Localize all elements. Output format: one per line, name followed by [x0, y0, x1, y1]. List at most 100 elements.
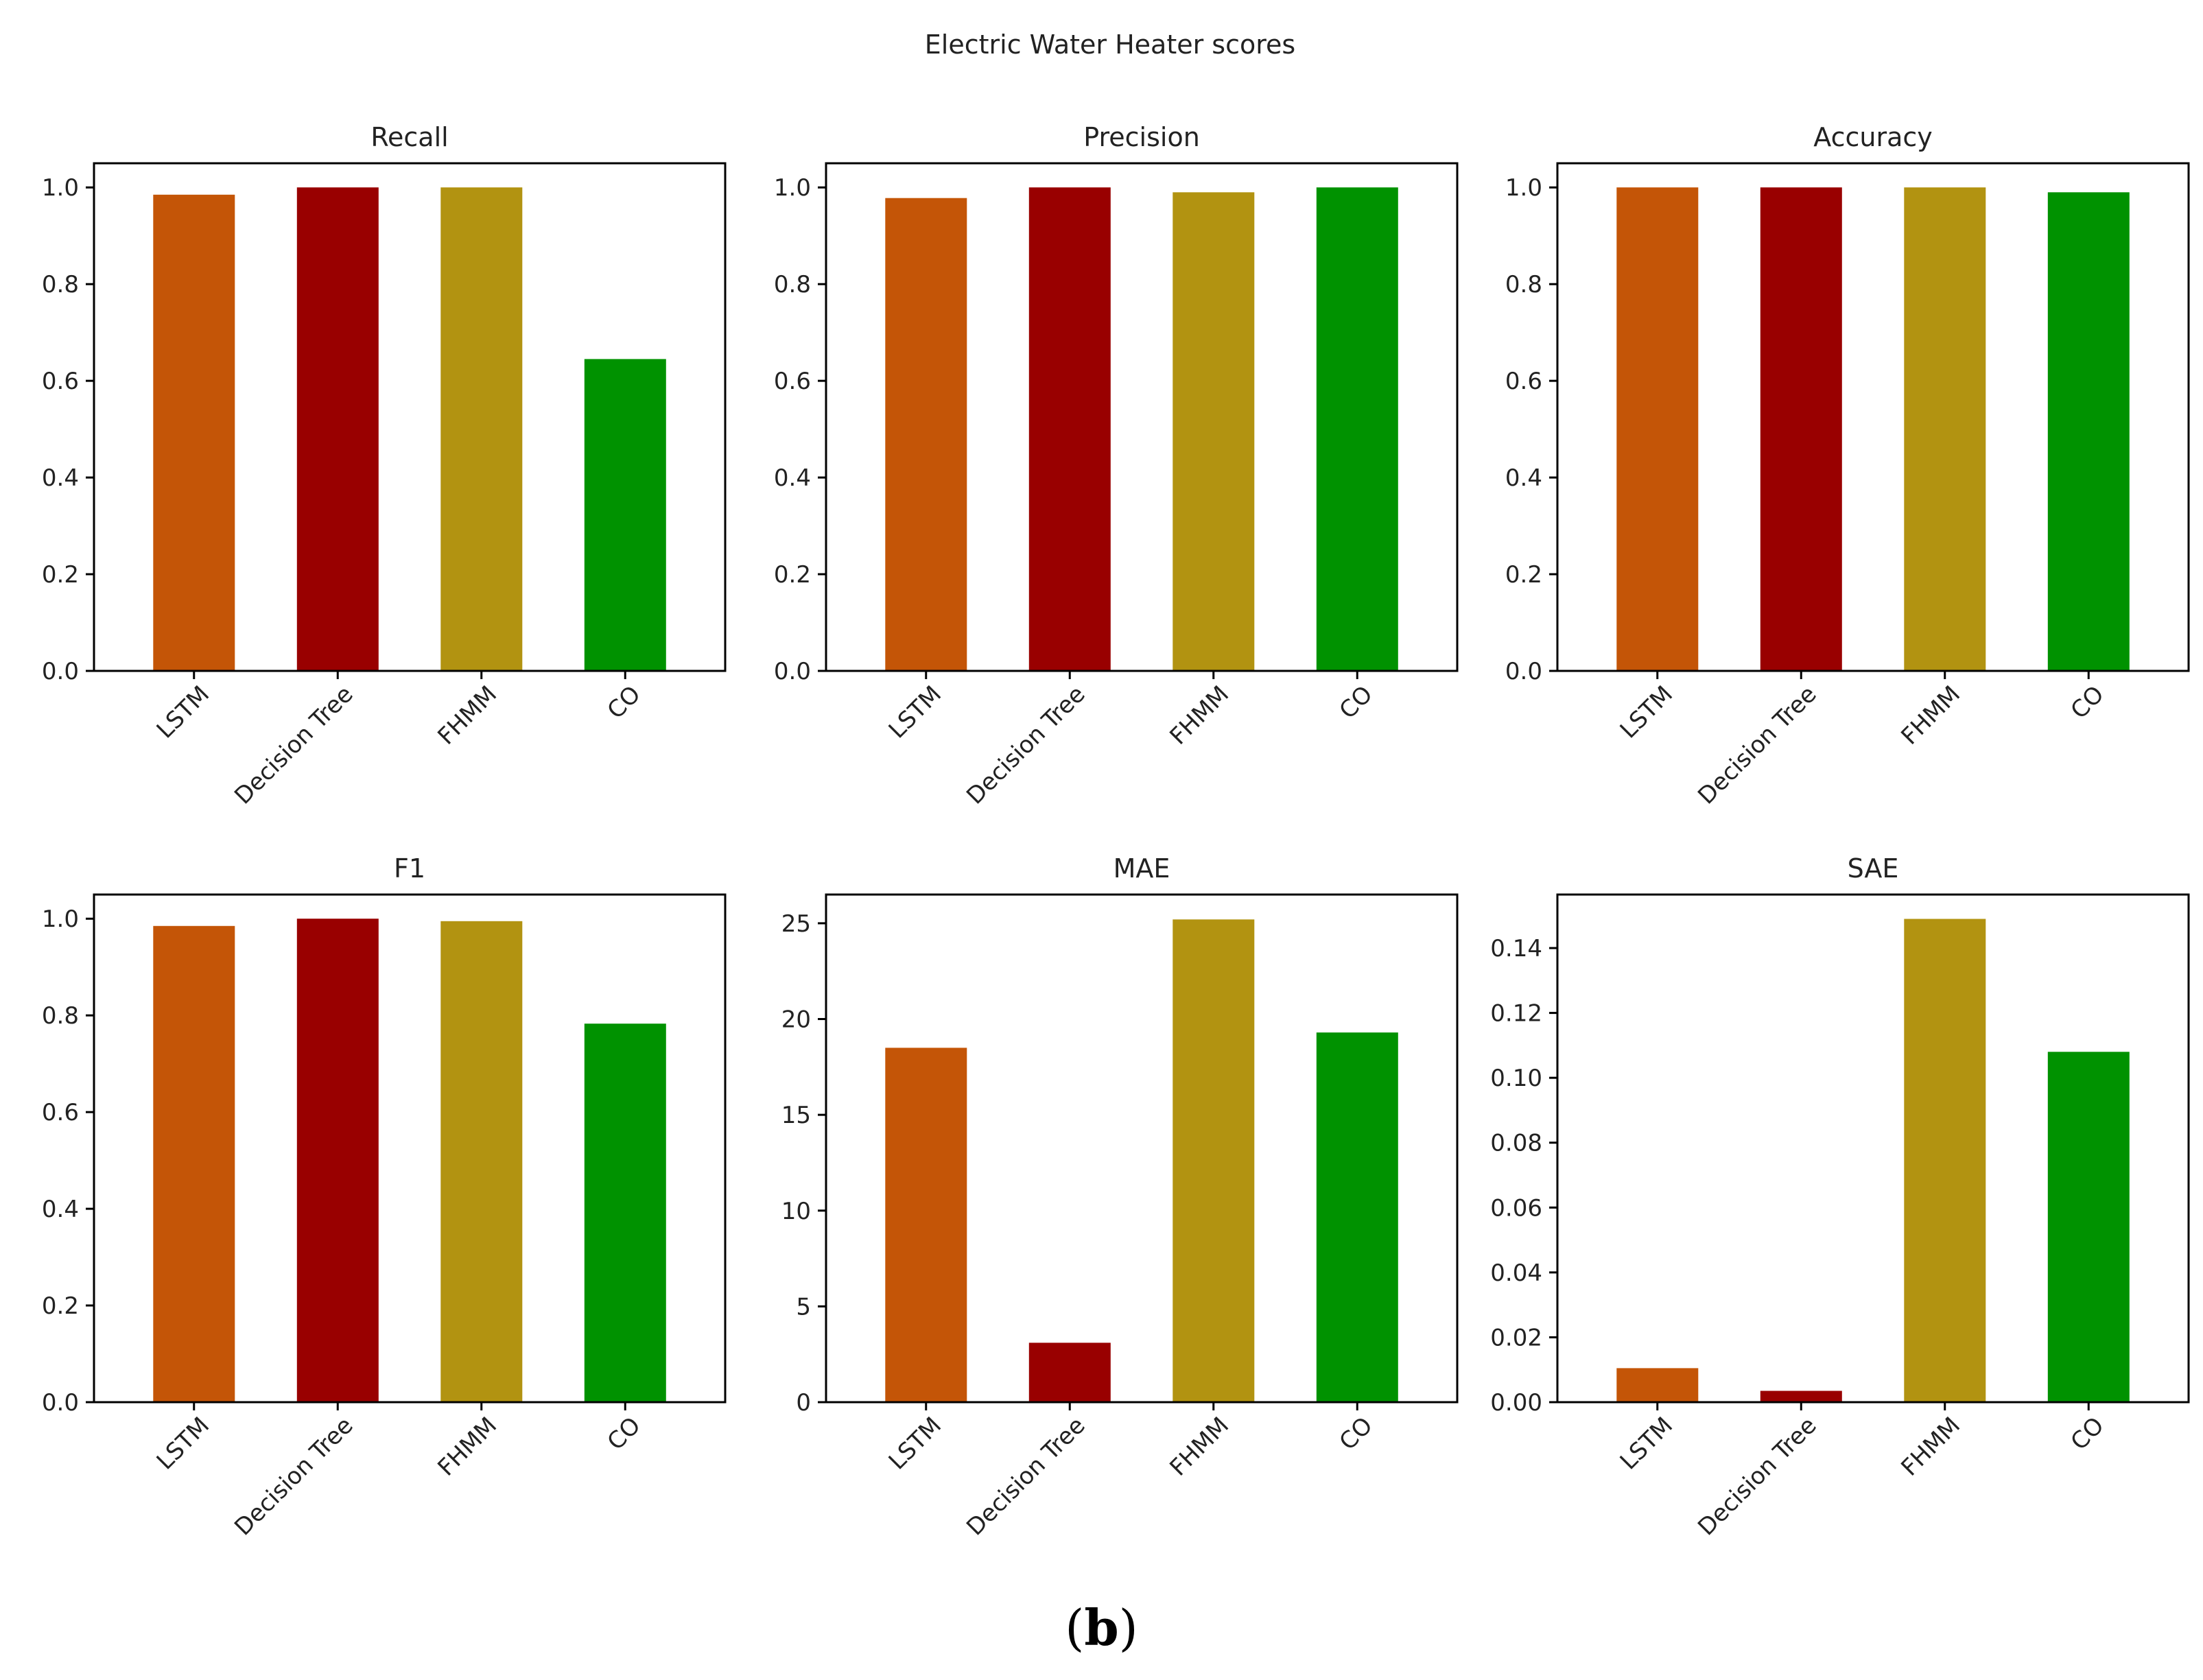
- recall-bar-co: [584, 359, 666, 671]
- accuracy-bar-decision-tree: [1760, 187, 1842, 671]
- mae-bar-lstm: [885, 1048, 967, 1402]
- precision-ytick-label: 0.8: [774, 271, 811, 298]
- sae-xtick-label-fhmm: FHMM: [1896, 1412, 1966, 1482]
- sae-title: SAE: [1848, 853, 1899, 884]
- accuracy-xtick-label-co: CO: [2066, 681, 2110, 724]
- precision-ytick-label: 0.6: [774, 368, 811, 395]
- f1-bar-co: [584, 1024, 666, 1402]
- f1-ytick-label: 0.6: [42, 1099, 79, 1126]
- sae-ytick-label: 0.12: [1490, 1000, 1542, 1028]
- recall-bar-decision-tree: [296, 187, 379, 671]
- accuracy-bar-lstm: [1616, 187, 1699, 671]
- recall-ytick-label: 1.0: [42, 174, 79, 202]
- sae-bar-co: [2047, 1052, 2130, 1402]
- recall-ytick-label: 0.4: [42, 464, 79, 492]
- f1-ytick-label: 0.0: [42, 1389, 79, 1417]
- figure-caption: (b): [0, 1598, 2203, 1657]
- mae-bar-fhmm: [1173, 919, 1255, 1402]
- f1-bar-decision-tree: [296, 919, 379, 1402]
- accuracy-ytick-label: 0.0: [1505, 658, 1542, 685]
- sae-ytick-label: 0.08: [1490, 1130, 1542, 1157]
- sae-xtick-label-lstm: LSTM: [1615, 1412, 1678, 1475]
- f1-ytick-label: 0.2: [42, 1292, 79, 1320]
- f1-xtick-label-decision-tree: Decision Tree: [229, 1412, 358, 1541]
- f1-bar-lstm: [153, 925, 235, 1402]
- mae-xtick-label-co: CO: [1334, 1412, 1378, 1456]
- f1-ytick-label: 1.0: [42, 906, 79, 933]
- recall-xtick-label-decision-tree: Decision Tree: [229, 681, 358, 809]
- chart-accuracy: Accuracy 0.0 0.2 0.4 0.6 0.8 1.0 LSTM Decision T…: [1505, 122, 2190, 809]
- precision-xtick-label-fhmm: FHMM: [1164, 681, 1234, 750]
- precision-xtick-label-co: CO: [1334, 681, 1378, 724]
- caption-open-paren: (: [1065, 1599, 1085, 1657]
- sae-ytick-label: 0.00: [1490, 1389, 1542, 1417]
- accuracy-ytick-label: 1.0: [1505, 174, 1542, 202]
- f1-axes-frame: [93, 893, 727, 1404]
- recall-bar-lstm: [153, 194, 235, 671]
- mae-ytick-label: 15: [781, 1102, 811, 1129]
- recall-xtick-label-fhmm: FHMM: [432, 681, 502, 750]
- mae-ytick-label: 10: [781, 1198, 811, 1225]
- precision-title: Precision: [1083, 122, 1200, 152]
- sae-ytick-label: 0.06: [1490, 1194, 1542, 1222]
- sae-bar-lstm: [1616, 1368, 1699, 1402]
- mae-title: MAE: [1114, 853, 1170, 884]
- accuracy-xtick-label-fhmm: FHMM: [1896, 681, 1966, 750]
- mae-bar-decision-tree: [1028, 1342, 1111, 1402]
- accuracy-ytick-label: 0.2: [1505, 561, 1542, 589]
- chart-f1: F1 0.0 0.2 0.4 0.6 0.8 1.0 LSTM Decision Tree FHM…: [42, 853, 727, 1541]
- sae-axes-frame: [1556, 893, 2190, 1404]
- recall-ytick-label: 0.0: [42, 658, 79, 685]
- f1-xtick-label-co: CO: [602, 1412, 646, 1456]
- sae-ytick-label: 0.10: [1490, 1065, 1542, 1092]
- mae-ytick-label: 20: [781, 1006, 811, 1034]
- f1-ytick-label: 0.8: [42, 1002, 79, 1030]
- precision-ytick-label: 0.2: [774, 561, 811, 589]
- sae-bar-decision-tree: [1760, 1391, 1842, 1402]
- accuracy-axes-frame: [1556, 162, 2190, 672]
- accuracy-title: Accuracy: [1813, 122, 1933, 152]
- accuracy-ytick-label: 0.4: [1505, 464, 1542, 492]
- f1-bar-fhmm: [440, 921, 523, 1402]
- mae-xtick-label-fhmm: FHMM: [1164, 1412, 1234, 1482]
- precision-ytick-label: 0.0: [774, 658, 811, 685]
- precision-xtick-label-lstm: LSTM: [884, 681, 947, 744]
- chart-precision: Precision 0.0 0.2 0.4 0.6 0.8 1.0 LSTM Decision …: [774, 122, 1459, 809]
- mae-bar-co: [1316, 1032, 1398, 1402]
- mae-ytick-label: 0: [796, 1389, 811, 1417]
- accuracy-ytick-label: 0.8: [1505, 271, 1542, 298]
- recall-ytick-label: 0.8: [42, 271, 79, 298]
- mae-ytick-label: 5: [796, 1293, 811, 1321]
- accuracy-bar-co: [2047, 192, 2130, 671]
- f1-ytick-label: 0.4: [42, 1196, 79, 1223]
- mae-ytick-label: 25: [781, 910, 811, 938]
- precision-bar-co: [1316, 187, 1398, 671]
- f1-title: F1: [394, 853, 425, 884]
- sae-ytick-label: 0.04: [1490, 1259, 1542, 1287]
- chart-recall: Recall 0.0 0.2 0.4 0.6 0.8 1.0 LSTM Decision Tre…: [42, 122, 727, 809]
- accuracy-xtick-label-decision-tree: Decision Tree: [1693, 681, 1822, 809]
- precision-bar-fhmm: [1173, 192, 1255, 671]
- precision-xtick-label-decision-tree: Decision Tree: [961, 681, 1090, 809]
- f1-xtick-label-lstm: LSTM: [152, 1412, 215, 1475]
- chart-mae: MAE 0 5 10 15 20 25 LSTM Decision Tree FHMM CO: [781, 853, 1459, 1541]
- figure-title: Electric Water Heater scores: [925, 29, 1295, 60]
- recall-axes-frame: [93, 162, 727, 672]
- sae-bar-fhmm: [1904, 919, 1986, 1402]
- caption-letter: b: [1084, 1598, 1119, 1657]
- sae-ytick-label: 0.02: [1490, 1324, 1542, 1351]
- precision-ytick-label: 1.0: [774, 174, 811, 202]
- sae-xtick-label-co: CO: [2066, 1412, 2110, 1456]
- precision-bar-decision-tree: [1028, 187, 1111, 671]
- sae-ytick-label: 0.14: [1490, 935, 1542, 962]
- precision-ytick-label: 0.4: [774, 464, 811, 492]
- recall-xtick-label-co: CO: [602, 681, 646, 724]
- precision-bar-lstm: [885, 198, 967, 671]
- mae-axes-frame: [825, 893, 1459, 1404]
- recall-bar-fhmm: [440, 187, 523, 671]
- recall-ytick-label: 0.2: [42, 561, 79, 589]
- sae-xtick-label-decision-tree: Decision Tree: [1693, 1412, 1822, 1541]
- accuracy-xtick-label-lstm: LSTM: [1615, 681, 1678, 744]
